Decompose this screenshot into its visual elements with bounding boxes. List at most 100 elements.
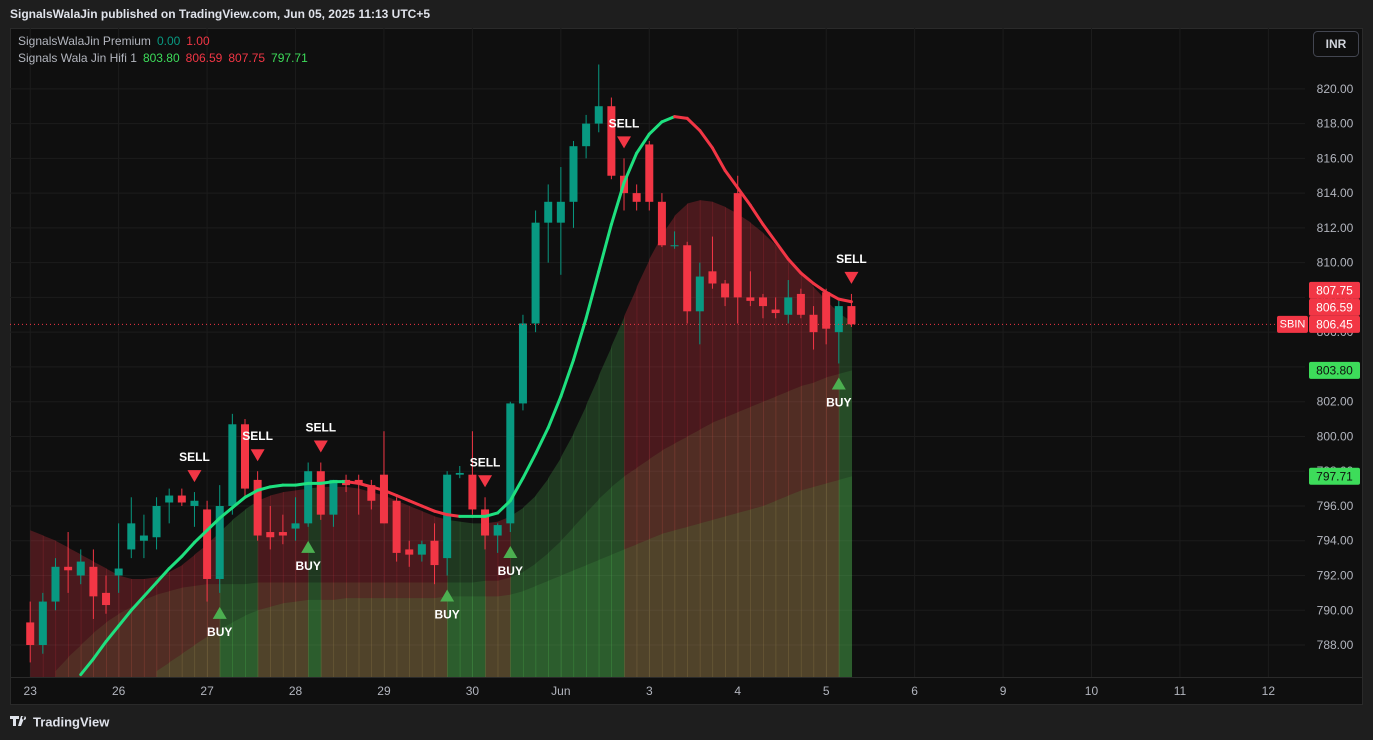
trend-line-segment	[230, 495, 247, 510]
candle-body	[329, 479, 338, 515]
sell-marker	[187, 470, 202, 483]
candle-body	[721, 283, 730, 298]
band-area	[800, 273, 815, 677]
candle-body	[38, 601, 47, 646]
band-area	[699, 519, 714, 677]
candle-body	[531, 222, 540, 324]
x-tick-label: 28	[289, 684, 303, 698]
trend-line-segment	[382, 488, 399, 498]
band-area	[661, 530, 676, 677]
band-area	[826, 300, 840, 677]
band-area	[257, 495, 271, 677]
trend-line-segment	[256, 485, 272, 492]
band-area	[118, 575, 132, 677]
currency-button[interactable]	[1313, 31, 1359, 57]
band-area	[219, 584, 233, 677]
band-area	[775, 495, 789, 677]
band-area	[244, 500, 259, 677]
band-area	[270, 492, 284, 677]
band-area	[447, 596, 461, 677]
trend-line-segment	[192, 528, 209, 544]
signal-label: SELL	[242, 429, 273, 443]
band-area	[156, 591, 170, 677]
band-area	[257, 606, 271, 677]
band-area	[459, 596, 474, 677]
band-area	[598, 554, 612, 677]
band-area	[636, 538, 650, 677]
trend-line-segment	[91, 640, 108, 661]
band-area	[712, 417, 726, 677]
currency-label: INR	[1326, 37, 1347, 51]
band-area	[434, 596, 448, 677]
band-area	[687, 429, 701, 677]
band-area	[194, 636, 208, 677]
band-area	[497, 594, 511, 677]
candle-body	[253, 479, 262, 536]
band-area	[447, 582, 461, 677]
candle-body	[847, 306, 856, 325]
band-area	[699, 422, 714, 677]
buy-marker	[301, 540, 316, 553]
trend-line-segment	[445, 513, 462, 518]
band-area	[674, 203, 688, 677]
band-area	[788, 490, 802, 677]
band-area	[548, 575, 562, 677]
trend-line-segment	[736, 186, 752, 207]
x-tick-label: 12	[1262, 684, 1276, 698]
band-area	[548, 457, 562, 677]
x-tick-label: 5	[823, 684, 830, 698]
signal-label: SELL	[470, 455, 501, 469]
x-tick-label: 30	[466, 684, 480, 698]
band-area	[485, 521, 499, 677]
candle-body	[594, 106, 603, 124]
band-area	[68, 547, 82, 677]
trend-line-segment	[483, 511, 500, 518]
band-area	[522, 585, 537, 677]
price-badge	[1309, 315, 1360, 333]
candle-body	[203, 509, 212, 579]
candle-body	[632, 193, 641, 202]
candle-body	[102, 592, 111, 606]
band-area	[358, 582, 372, 677]
signal-label: SELL	[836, 252, 867, 266]
band-area	[624, 467, 638, 677]
band-area	[775, 391, 789, 677]
band-area	[535, 580, 549, 677]
candle-body	[51, 566, 60, 602]
x-tick-label: 11	[1174, 684, 1187, 698]
candle-body	[278, 532, 287, 536]
plot-area: SELL BUY SELL BUY SELL BUY SELL BUY SELL BUY SELL	[10, 64, 1305, 677]
band-area	[118, 606, 132, 677]
band-area	[169, 587, 183, 677]
band-area	[282, 582, 297, 677]
legend: SignalsWalaJin Premium 0.00 1.00 Signals Wa…	[18, 34, 308, 65]
y-tick-label: 820.00	[1317, 82, 1354, 96]
band-area	[510, 572, 524, 677]
trend-line-segment	[167, 554, 184, 571]
y-tick-label: 796.00	[1317, 499, 1354, 513]
trend-line-segment	[407, 499, 424, 508]
band-area	[308, 599, 322, 677]
candle-body	[771, 309, 780, 314]
candle-body	[430, 540, 439, 566]
study-value: 803.80	[143, 51, 180, 65]
candle-body	[76, 561, 85, 576]
trend-line-segment	[824, 290, 841, 301]
x-tick-label: 3	[646, 684, 653, 698]
band-area	[207, 629, 221, 677]
band-area	[295, 582, 309, 677]
y-tick-label: 816.00	[1317, 151, 1354, 165]
band-area	[649, 234, 663, 677]
logo-icon	[10, 716, 27, 726]
x-tick-label: 10	[1085, 684, 1099, 698]
band-area	[813, 483, 827, 677]
band-area	[346, 486, 360, 677]
trend-line-segment	[344, 480, 361, 485]
band-area	[131, 578, 145, 677]
band-area	[421, 582, 436, 677]
trend-line-segment	[559, 358, 575, 398]
band-area	[737, 406, 751, 677]
candle-body	[26, 622, 35, 646]
trend-line-segment	[243, 488, 260, 499]
